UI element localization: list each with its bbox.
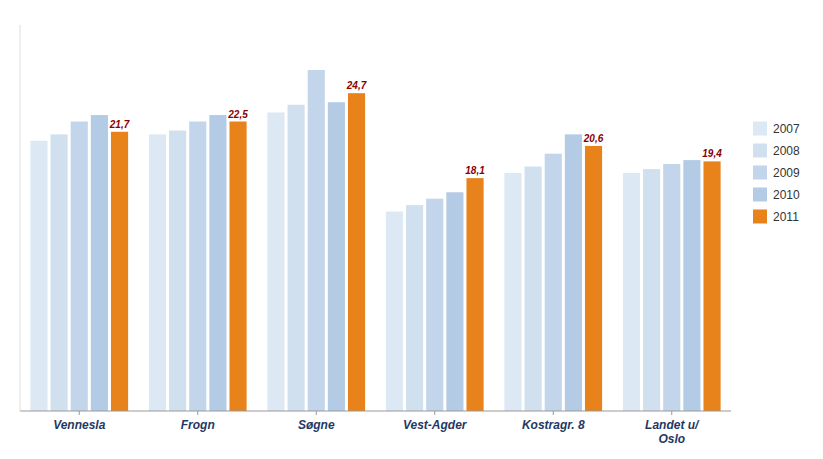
legend: 2007 2008 2009 2010 2011 — [753, 122, 800, 225]
data-label: 24,7 — [346, 80, 367, 91]
legend-label: 2011 — [773, 210, 799, 224]
x-tick — [671, 411, 672, 415]
legend-swatch — [753, 166, 767, 180]
data-label: 19,4 — [702, 148, 722, 159]
bar — [504, 173, 521, 411]
bar — [406, 205, 423, 411]
bar — [446, 192, 463, 411]
chart: Vennesla Frogn Søgne Vest-Agder Kostragr. 8 L… — [0, 0, 823, 459]
data-label: 18,1 — [465, 165, 485, 176]
bar — [71, 122, 88, 412]
bar — [426, 199, 443, 411]
bar — [623, 173, 640, 411]
x-tick-label-line: Vennesla — [53, 418, 106, 432]
x-tick — [79, 411, 80, 415]
x-tick-label: Søgne — [298, 418, 335, 432]
bar — [169, 131, 186, 411]
legend-label: 2009 — [773, 166, 800, 180]
bar — [386, 212, 403, 411]
bar — [565, 134, 582, 411]
bar — [229, 122, 246, 412]
bar — [525, 167, 542, 411]
bar — [348, 93, 365, 411]
legend-swatch — [753, 122, 767, 136]
bar — [466, 178, 483, 411]
x-tick-label-line: Søgne — [298, 418, 335, 432]
x-tick-label: Vest-Agder — [403, 418, 468, 432]
bar — [328, 102, 345, 411]
x-axis — [20, 411, 731, 412]
data-label: 22,5 — [227, 109, 248, 120]
x-tick-label-line: Kostragr. 8 — [522, 418, 585, 432]
x-tick — [316, 411, 317, 415]
x-tick-label-line: Oslo — [658, 432, 685, 446]
bar — [267, 112, 284, 411]
x-tick-label-line: Vest-Agder — [403, 418, 468, 432]
y-axis-range — [20, 25, 21, 411]
x-tick-label-line: Frogn — [181, 418, 215, 432]
bar — [703, 161, 720, 411]
x-tick — [553, 411, 554, 415]
bar — [308, 70, 325, 411]
bar — [585, 146, 602, 411]
bar — [189, 122, 206, 412]
bars — [30, 70, 720, 411]
legend-swatch — [753, 188, 767, 202]
bar — [643, 169, 660, 411]
x-tick-label-line: Landet u/ — [645, 418, 700, 432]
bar — [288, 105, 305, 411]
chart-container: Vennesla Frogn Søgne Vest-Agder Kostragr. 8 L… — [0, 0, 823, 459]
legend-swatch — [753, 144, 767, 158]
bar — [51, 134, 68, 411]
bar — [545, 154, 562, 411]
legend-label: 2007 — [773, 122, 800, 136]
bar — [209, 115, 226, 411]
bar — [91, 115, 108, 411]
legend-label: 2008 — [773, 144, 800, 158]
x-tick-label: Vennesla — [53, 418, 106, 432]
x-tick-label: Kostragr. 8 — [522, 418, 585, 432]
x-tick-label: Landet u/Oslo — [645, 418, 700, 446]
bar — [111, 132, 128, 411]
bar — [683, 160, 700, 411]
x-tick — [434, 411, 435, 415]
x-tick-label: Frogn — [181, 418, 215, 432]
legend-swatch — [753, 210, 767, 224]
bar — [663, 164, 680, 411]
bar — [30, 141, 47, 411]
bar — [149, 134, 166, 411]
legend-label: 2010 — [773, 188, 800, 202]
x-tick — [197, 411, 198, 415]
data-label: 20,6 — [583, 133, 604, 144]
data-label: 21,7 — [109, 119, 130, 130]
